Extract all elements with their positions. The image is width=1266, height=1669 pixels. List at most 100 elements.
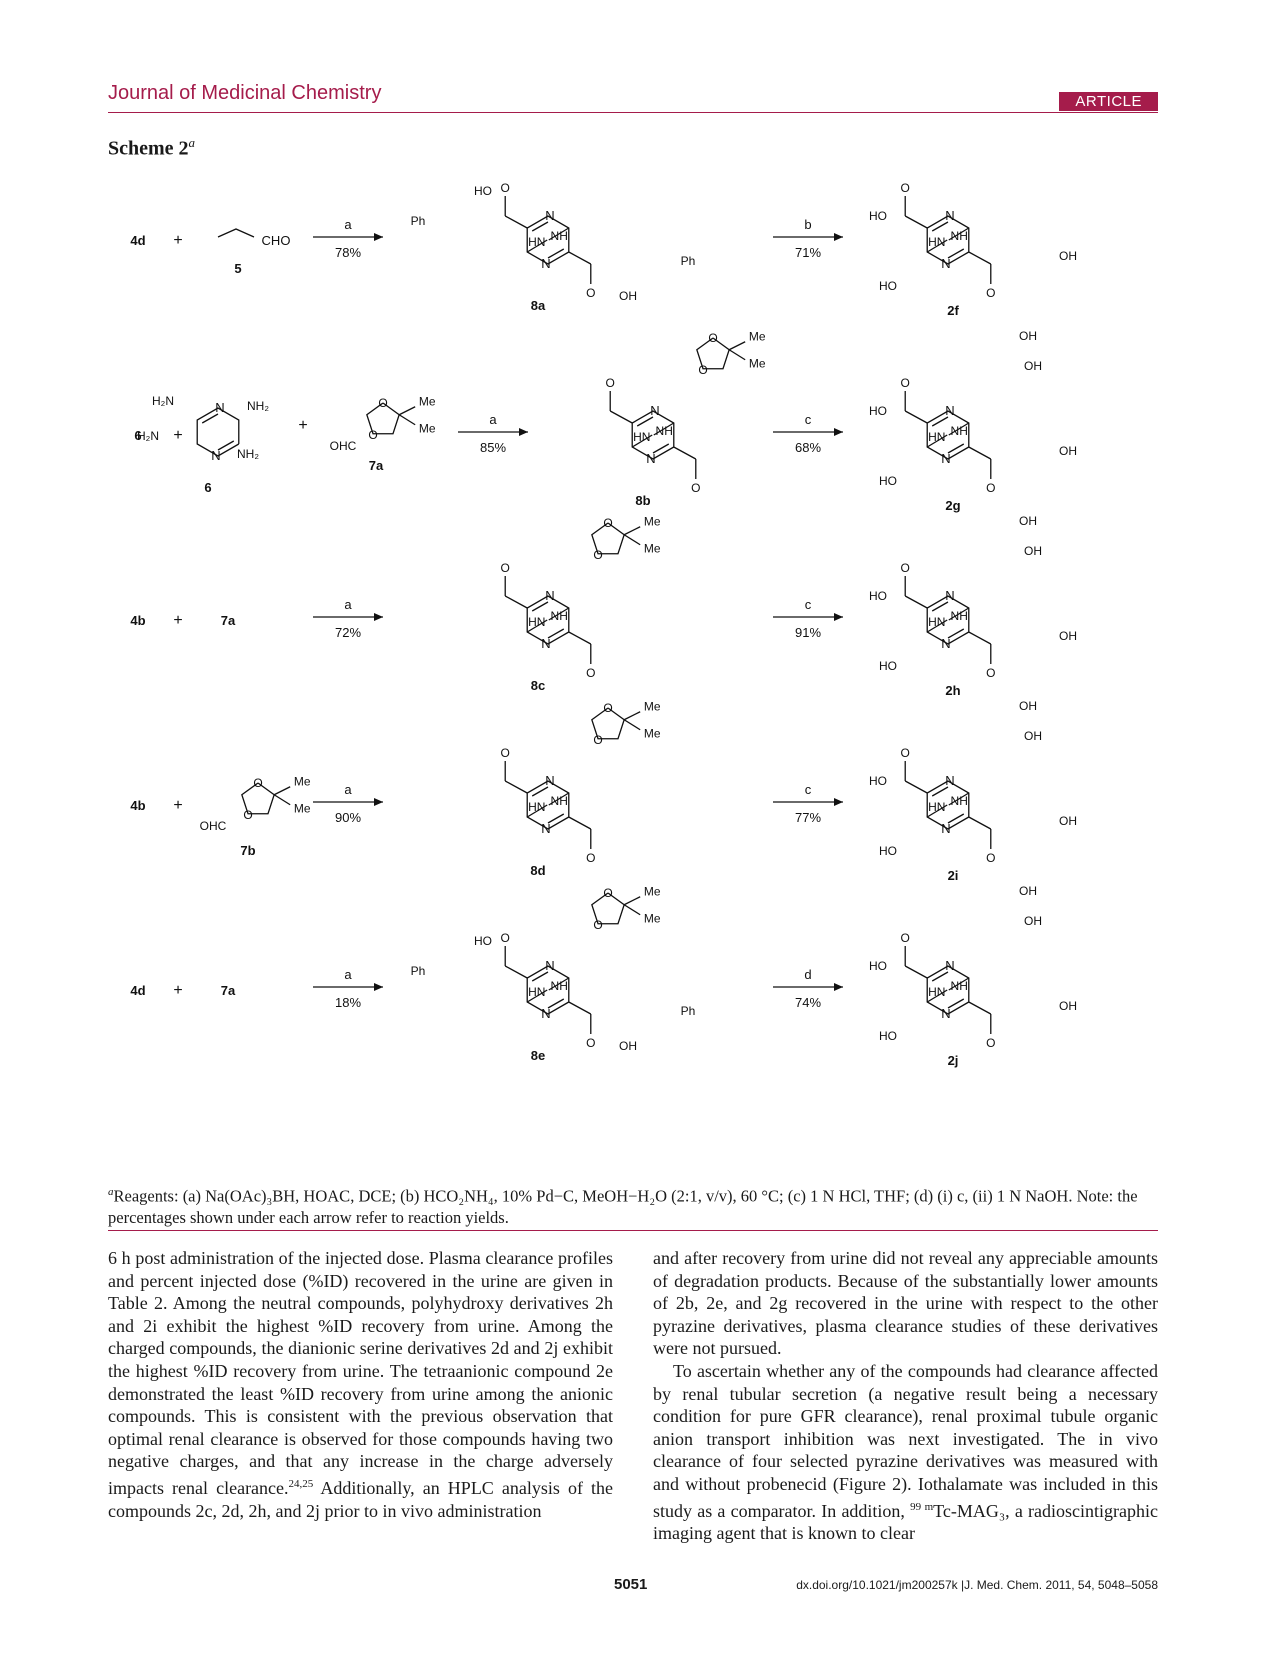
row-1-intermediate-carbonyl-o: O [586,286,595,300]
row-1-product-bond [948,227,970,241]
row-5-intermediate-nh-label: NH [551,979,568,993]
row-2-product-hydroxyl: HO [879,474,897,488]
row-5-arrow-1-yield: 18% [335,995,361,1010]
row-3-intermediate-bond [526,619,548,633]
ring-nitrogen: N [941,451,950,466]
row-4-intermediate-bond [504,780,528,794]
ring-nitrogen: N [545,208,554,223]
row-4-intermediate-carbonyl-o: O [501,746,510,760]
double-bond [947,443,965,454]
row-2-reactant-1: 6 [134,428,141,443]
row-4-acetal [241,782,275,815]
methyl-label: Me [644,885,661,899]
row-1-phenyl-label: Ph [681,254,696,268]
row-2-product-bond [904,410,928,424]
row-3-intermediate-hn-label: HN [528,615,545,629]
row-1-arrow-2-head [834,233,843,241]
article-badge: ARTICLE [1059,92,1158,111]
double-bond [947,813,965,824]
row-1-product-carbonyl-o: O [986,286,995,300]
row-1-arrow-2-yield: 71% [795,245,821,260]
ring-oxygen: O [253,776,262,790]
row-2-amine-label: NH₂ [237,447,259,461]
row-5-product-carbonyl-o: O [901,931,910,945]
row-4-product-bond [968,816,992,830]
row-1-intermediate-bond [504,215,528,229]
row-3-arrow-2-head [834,613,843,621]
row-5-hydroxyl-label: OH [619,1039,637,1053]
row-3-product-carbonyl-o: O [986,666,995,680]
row-5-arrow-1-head [374,983,383,991]
ring-nitrogen: N [941,1006,950,1021]
row-5-hydroxyl-label: HO [474,934,492,948]
row-2-intermediate-carbonyl-o: O [691,481,700,495]
double-bond [652,443,670,454]
row-2-reactant-1b: 6 [204,480,211,495]
row-2-intermediate-bond [673,446,697,460]
ring-nitrogen: N [541,1006,550,1021]
row-2-amine-label: H₂N [137,429,159,443]
row-4-plus: + [173,797,182,814]
ring-oxygen: O [603,886,612,900]
row-2-reactant-2: 7a [369,458,384,473]
row-5-intermediate-hn-label: HN [528,985,545,999]
row-3-intermediate-label: 8c [531,678,545,693]
double-bond [931,971,949,982]
methyl-bond [623,719,641,731]
row-3-plus: + [173,612,182,629]
row-1-intermediate-bond [568,251,592,265]
row-3-arrow-2-yield: 91% [795,625,821,640]
row-1-intermediate-nh-label: NH [551,229,568,243]
row-5-product-nh-label: NH [951,979,968,993]
row-4-product-nh-label: NH [951,794,968,808]
row-2-plus: + [173,427,182,444]
row-5-reactant-1: 4d [130,983,145,998]
ring-oxygen: O [378,396,387,410]
row-1-arrow-1-head [374,233,383,241]
row-3-intermediate-acetal [591,522,625,555]
methyl-bond [398,406,416,416]
double-bond [947,998,965,1009]
row-3-product-hydroxyl: HO [869,589,887,603]
row-3-product-label: 2h [945,683,960,698]
row-3-intermediate-bond [504,595,528,609]
row-1-product-bond [904,215,928,229]
row-2-product-hydroxyl: HO [869,404,887,418]
page-header: Journal of Medicinal Chemistry ARTICLE [108,82,1158,114]
methyl-label: Me [294,802,311,816]
row-5-phenyl-label: Ph [411,964,426,978]
row-1-product-label: 2f [947,303,959,318]
double-bond [217,440,235,451]
row-2-arrow-2-yield: 68% [795,440,821,455]
row-4-reactant-1: 4b [130,798,145,813]
double-bond [547,628,565,639]
row-2-product-bond [926,434,948,448]
ring-oxygen: O [593,548,602,562]
row-4-intermediate-hn-label: HN [528,800,545,814]
row-2-product-hydroxyl: OH [1059,444,1077,458]
row-1-product-hydroxyl: HO [869,209,887,223]
row-4-intermediate-bond [568,816,592,830]
row-1-plus: + [173,232,182,249]
header-rule [108,112,1158,113]
row-2-acetal [366,402,400,435]
methyl-bond [623,534,641,546]
row-5-intermediate-carbonyl-o: O [501,931,510,945]
row-1-reactant-2: 5 [234,261,241,276]
double-bond [931,786,949,797]
methyl-label: Me [419,422,436,436]
row-4-arrow-1-reagent: a [344,782,352,797]
ring-oxygen: O [593,733,602,747]
double-bond [636,416,654,427]
double-bond [531,601,549,612]
row-3-product-hn-label: HN [928,615,945,629]
row-1-product-hydroxyl: OH [1024,175,1042,178]
row-4-reactant-2: 7b [240,843,255,858]
row-4-product-carbonyl-o: O [901,746,910,760]
row-5-arrow-2-reagent: d [804,967,811,982]
ring-oxygen: O [593,918,602,932]
double-bond [947,628,965,639]
row-2-arrow-1-head [519,428,528,436]
methyl-bond [398,414,416,426]
row-3-arrow-1-yield: 72% [335,625,361,640]
